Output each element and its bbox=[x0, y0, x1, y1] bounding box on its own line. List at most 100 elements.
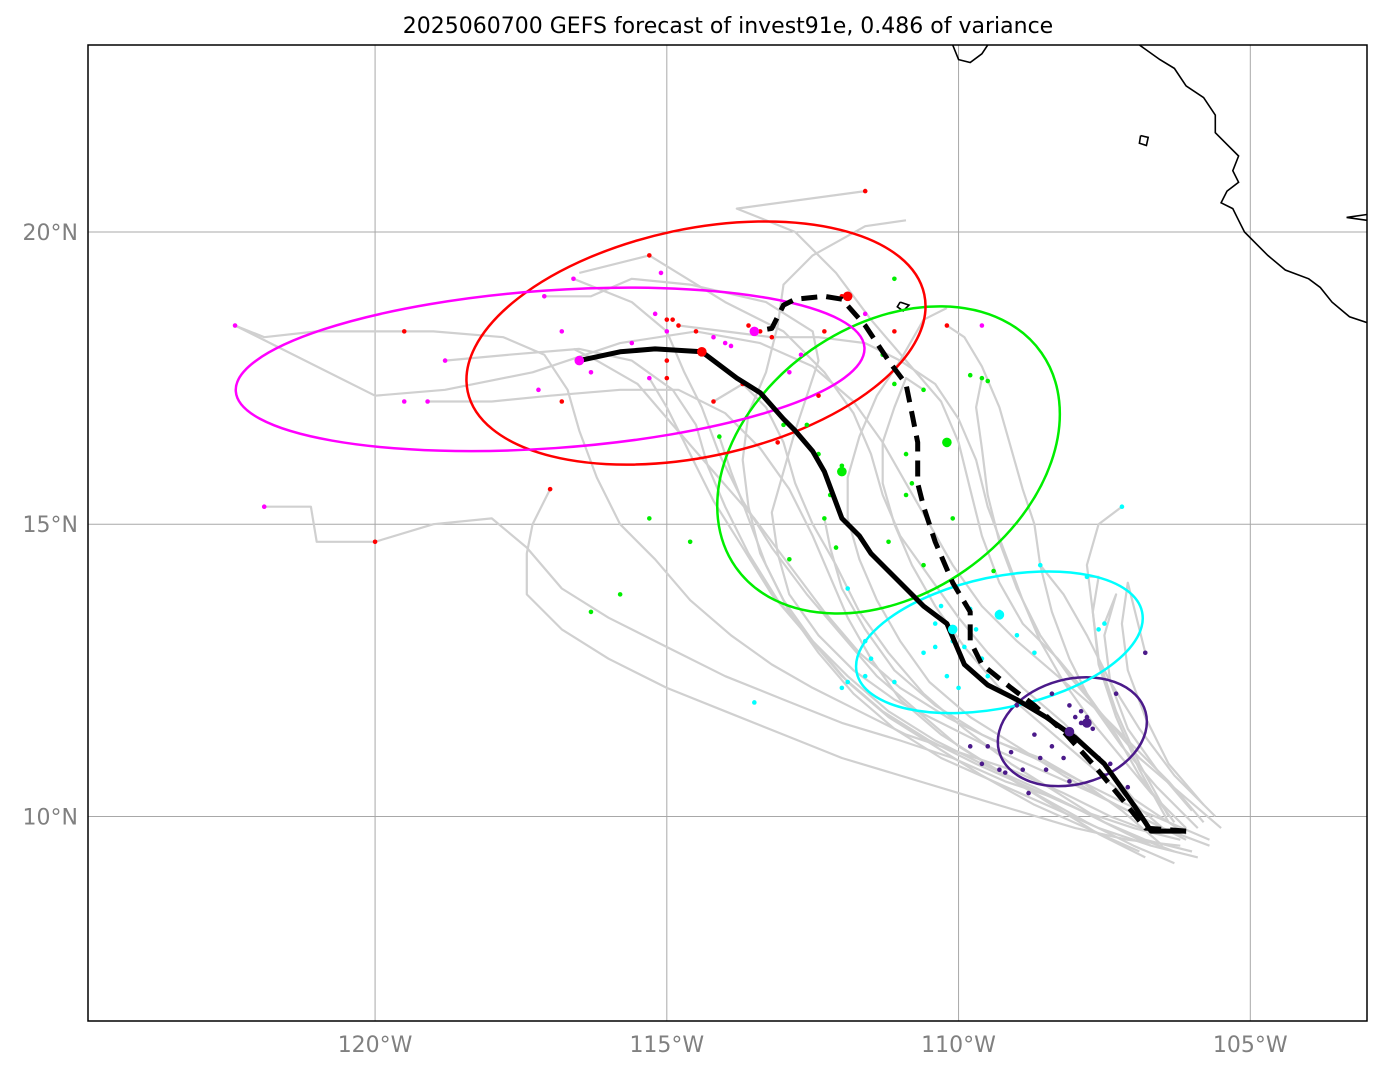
member-point-day-4 bbox=[711, 399, 716, 404]
member-point-day-1 bbox=[1125, 784, 1131, 790]
member-point-day-3 bbox=[967, 372, 973, 378]
lon-tick-label: 110°W bbox=[921, 1033, 996, 1058]
plot-frame bbox=[87, 44, 1368, 1022]
member-point-day-5 bbox=[261, 504, 267, 510]
member-point-day-4 bbox=[775, 440, 780, 445]
coastline bbox=[896, 45, 1367, 324]
member-point-day-3 bbox=[886, 539, 891, 545]
ellipse-day-2 bbox=[854, 570, 1144, 715]
member-point-day-1 bbox=[1014, 703, 1020, 708]
member-point-day-4 bbox=[372, 539, 378, 545]
ellipse-day-1 bbox=[996, 675, 1149, 788]
member-point-day-2 bbox=[921, 650, 926, 656]
member-point-day-2 bbox=[1119, 504, 1125, 510]
member-point-day-4 bbox=[757, 329, 763, 334]
member-point-day-1 bbox=[1090, 726, 1096, 732]
member-point-day-2 bbox=[1037, 562, 1043, 568]
member-point-day-3 bbox=[892, 381, 897, 387]
member-point-day-4 bbox=[769, 334, 775, 340]
member-point-day-4 bbox=[816, 393, 821, 398]
member-point-day-1 bbox=[997, 767, 1002, 772]
member-point-day-3 bbox=[687, 539, 693, 545]
ensemble-track bbox=[264, 505, 1193, 853]
member-point-day-5 bbox=[425, 399, 430, 404]
member-point-day-3 bbox=[909, 481, 915, 486]
member-point-day-3 bbox=[985, 378, 991, 384]
member-point-day-3 bbox=[781, 422, 786, 428]
ensemble-track bbox=[678, 324, 1187, 829]
member-point-day-2 bbox=[962, 644, 967, 650]
member-point-day-4 bbox=[664, 317, 670, 322]
ensemble-track bbox=[718, 436, 1199, 859]
mean-point-day-4 bbox=[697, 347, 707, 357]
member-point-day-1 bbox=[1049, 744, 1055, 749]
member-point-day-3 bbox=[903, 451, 909, 457]
member-point-day-5 bbox=[629, 340, 635, 346]
ensemble-track bbox=[946, 324, 1199, 829]
member-point-day-4 bbox=[670, 317, 675, 322]
member-point-day-1 bbox=[1043, 767, 1049, 772]
ensemble-track bbox=[1120, 581, 1205, 806]
mean-tracks bbox=[578, 293, 1187, 834]
ensemble-track bbox=[881, 377, 1164, 829]
member-point-day-4 bbox=[944, 323, 950, 328]
member-point-day-3 bbox=[804, 422, 810, 428]
uncertainty-ellipses bbox=[234, 220, 1149, 788]
mean-point-day-2 bbox=[994, 610, 1005, 620]
member-point-day-5 bbox=[588, 369, 594, 375]
member-point-day-5 bbox=[536, 387, 541, 393]
member-point-day-3 bbox=[903, 492, 909, 498]
member-point-day-4 bbox=[822, 329, 827, 334]
ensemble-track bbox=[1086, 575, 1170, 817]
member-point-day-2 bbox=[752, 700, 757, 705]
axis-ticks: 120°W 115°W 110°W 105°W 10°N 15°N 20°N bbox=[23, 221, 1288, 1058]
member-point-day-4 bbox=[664, 358, 670, 363]
member-point-day-4 bbox=[647, 253, 652, 258]
member-point-day-1 bbox=[1067, 703, 1072, 708]
member-point-day-3 bbox=[921, 562, 926, 568]
map-title: 2025060700 GEFS forecast of invest91e, 0… bbox=[403, 14, 1053, 39]
mean-track-dashed bbox=[753, 293, 1187, 834]
lon-tick-label: 115°W bbox=[629, 1033, 704, 1058]
member-point-day-2 bbox=[845, 679, 850, 685]
member-point-day-3 bbox=[822, 516, 827, 521]
member-point-day-5 bbox=[559, 329, 565, 334]
member-point-day-5 bbox=[862, 311, 868, 317]
member-point-day-1 bbox=[1078, 720, 1084, 726]
member-point-day-5 bbox=[787, 369, 792, 375]
mean-point-day-3 bbox=[942, 437, 952, 448]
member-point-day-2 bbox=[845, 586, 850, 591]
member-point-day-1 bbox=[1032, 732, 1037, 737]
mean-track-solid bbox=[578, 346, 1187, 834]
member-point-day-1 bbox=[1020, 767, 1026, 772]
member-point-day-1 bbox=[979, 761, 985, 767]
member-point-day-1 bbox=[1107, 761, 1113, 767]
member-point-day-2 bbox=[932, 644, 938, 650]
island-outline bbox=[1138, 134, 1150, 147]
member-point-day-1 bbox=[1049, 691, 1055, 697]
member-point-day-4 bbox=[559, 399, 565, 404]
mean-point-day-3 bbox=[837, 466, 847, 477]
coastline-segment bbox=[951, 45, 989, 64]
member-point-day-1 bbox=[1026, 790, 1031, 796]
member-point-day-1 bbox=[1008, 749, 1014, 755]
member-point-day-2 bbox=[862, 673, 868, 679]
member-point-day-5 bbox=[728, 343, 734, 349]
member-point-day-5 bbox=[722, 340, 728, 346]
member-point-day-5 bbox=[647, 375, 652, 381]
member-point-day-3 bbox=[921, 387, 926, 393]
member-point-day-2 bbox=[1096, 627, 1101, 632]
member-point-day-1 bbox=[1078, 708, 1084, 714]
member-point-day-2 bbox=[985, 673, 991, 679]
member-point-day-4 bbox=[862, 188, 868, 194]
ensemble-track bbox=[234, 324, 1158, 836]
member-point-day-4 bbox=[664, 375, 670, 381]
member-point-day-5 bbox=[711, 334, 716, 340]
lon-tick-label: 120°W bbox=[338, 1033, 413, 1058]
ellipse-day-3 bbox=[716, 305, 1062, 615]
member-point-day-5 bbox=[658, 270, 664, 276]
member-point-day-3 bbox=[979, 375, 985, 381]
member-point-day-2 bbox=[868, 656, 874, 661]
member-point-day-1 bbox=[1067, 779, 1072, 784]
member-point-day-3 bbox=[617, 592, 623, 597]
